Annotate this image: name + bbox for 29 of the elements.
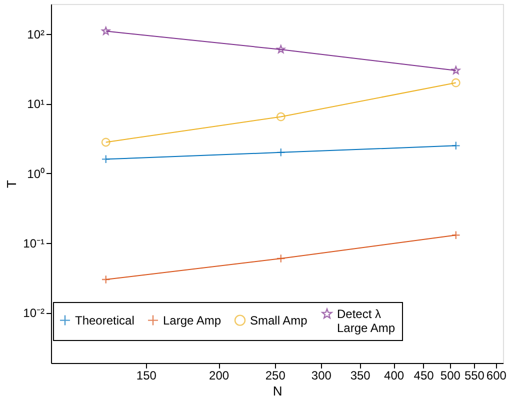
x-axis-title: N: [272, 384, 282, 398]
y-tick-label: 10⁻¹: [23, 236, 45, 251]
legend-label: Theoretical: [75, 313, 134, 328]
x-tick-label: 600: [486, 368, 507, 382]
y-tick-label: 10⁰: [27, 166, 44, 181]
point: [276, 148, 286, 157]
legend-label: Large Amp: [163, 313, 222, 328]
point: [452, 66, 460, 74]
y-tick-label: 10⁻²: [23, 306, 45, 320]
point: [276, 254, 286, 264]
point: [451, 78, 460, 88]
x-tick-label: 550: [464, 368, 485, 382]
x-tick-label: 450: [414, 368, 434, 382]
x-tick-label: 400: [384, 368, 404, 382]
y-axis-title: T: [4, 180, 20, 188]
x-tick-label: 350: [350, 368, 371, 382]
point: [101, 138, 110, 147]
x-tick-label: 300: [311, 368, 332, 382]
legend-label: Detect λ Large Amp: [337, 307, 396, 335]
x-tick-label: 500: [440, 368, 461, 382]
point: [276, 45, 286, 54]
y-tick-label: 10²: [27, 28, 45, 42]
point: [102, 26, 110, 35]
point: [276, 112, 286, 122]
x-tick-label: 150: [136, 368, 157, 382]
x-tick-label: 250: [265, 368, 286, 382]
x-tick-label: 200: [209, 368, 230, 382]
y-tick-label: 10¹: [27, 97, 45, 112]
legend-label: Small Amp: [250, 313, 308, 328]
